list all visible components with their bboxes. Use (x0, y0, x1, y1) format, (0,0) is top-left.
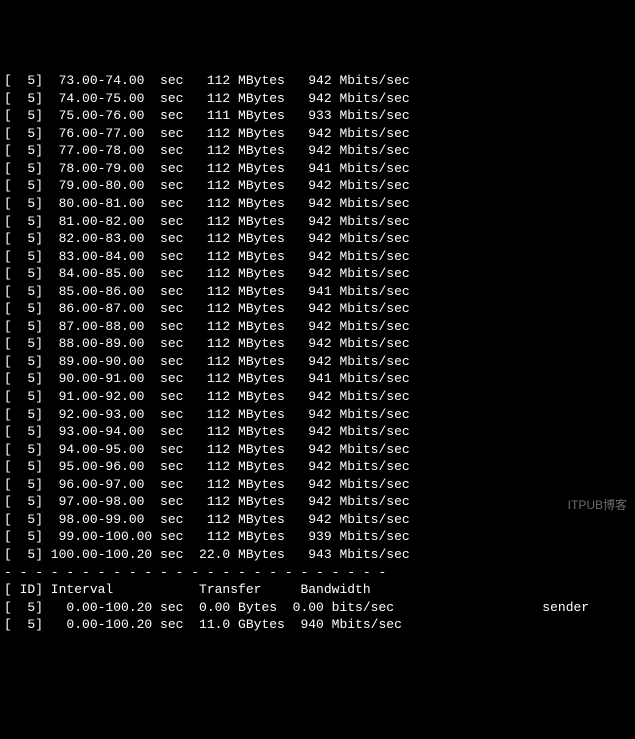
terminal-output: [ 5] 73.00-74.00 sec 112 MBytes 942 Mbit… (4, 72, 631, 634)
watermark-text: ITPUB博客 (568, 497, 627, 513)
